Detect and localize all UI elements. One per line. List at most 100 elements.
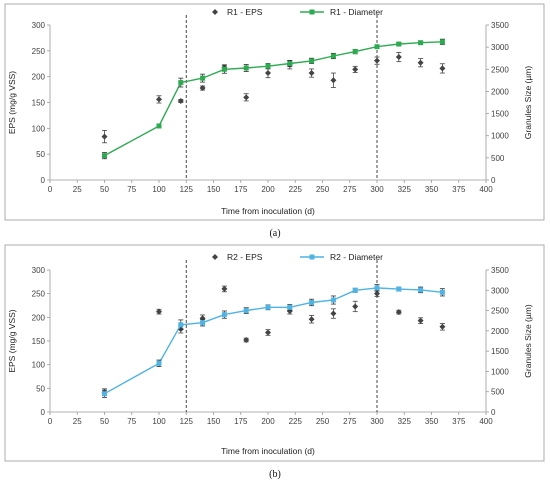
data-point: [439, 289, 445, 295]
y-tick-label: 250: [32, 47, 46, 56]
x-tick-label: 275: [343, 417, 357, 426]
x-tick-label: 375: [452, 417, 466, 426]
panel-frame: [4, 3, 545, 221]
y-tick-label: 50: [36, 384, 45, 393]
data-point: [418, 287, 424, 293]
y-tick-label: 0: [41, 176, 46, 185]
data-point: [243, 65, 249, 71]
x-tick-label: 225: [289, 417, 303, 426]
data-point: [102, 391, 107, 397]
data-point: [156, 308, 162, 315]
x-tick-label: 400: [479, 185, 493, 194]
x-axis-label: Time from inoculation (d): [221, 206, 315, 216]
data-point: [396, 286, 402, 292]
y2-tick-label: 500: [491, 388, 505, 397]
y-tick-label: 100: [32, 361, 46, 370]
x-tick-label: 350: [425, 185, 439, 194]
y2-axis-label: Granules Size (µm): [523, 66, 533, 140]
y2-tick-label: 0: [491, 176, 496, 185]
legend: R2 - EPS R2 - Diameter: [212, 252, 383, 262]
x-tick-label: 25: [73, 417, 82, 426]
y2-tick-label: 2000: [491, 87, 509, 96]
x-tick-label: 175: [234, 417, 248, 426]
x-tick-label: 100: [152, 185, 166, 194]
legend-marker-diameter: [309, 9, 315, 15]
x-tick-label: 75: [127, 417, 136, 426]
x-axis-label: Time from inoculation (d): [221, 446, 315, 456]
x-tick-label: 50: [100, 417, 109, 426]
y2-tick-label: 1000: [491, 132, 509, 141]
x-tick-label: 400: [479, 417, 493, 426]
data-point: [102, 153, 107, 159]
data-point: [156, 360, 162, 366]
y-axis-label: EPS (mg/g VSS): [7, 309, 17, 372]
x-tick-label: 325: [398, 417, 412, 426]
x-tick-label: 150: [207, 417, 221, 426]
y-tick-label: 150: [32, 99, 46, 108]
data-point: [287, 61, 293, 67]
y-tick-label: 50: [36, 150, 45, 159]
data-point: [265, 329, 271, 336]
data-point: [439, 65, 446, 72]
y2-tick-label: 2500: [491, 65, 509, 74]
series-line: [104, 287, 443, 395]
panel-caption: (a): [269, 228, 280, 239]
y2-tick-label: 3000: [491, 286, 509, 295]
x-tick-label: 100: [152, 417, 166, 426]
x-tick-label: 300: [370, 185, 384, 194]
series-r1-diameter: [102, 38, 445, 160]
series-r2-eps: [101, 285, 446, 396]
x-tick-label: 350: [425, 417, 439, 426]
data-point: [374, 57, 380, 64]
y-tick-label: 250: [32, 290, 46, 299]
data-point: [374, 290, 380, 297]
data-point: [265, 304, 271, 310]
data-point: [330, 77, 337, 84]
x-tick-label: 225: [289, 185, 303, 194]
series-r2-diameter: [102, 284, 445, 398]
y-tick-label: 300: [32, 266, 46, 275]
data-point: [396, 41, 402, 47]
x-tick-label: 150: [207, 185, 221, 194]
y2-tick-label: 2000: [491, 327, 509, 336]
y2-tick-label: 0: [491, 408, 496, 417]
legend-label: R2 - Diameter: [330, 252, 383, 262]
data-point: [265, 63, 271, 69]
x-tick-label: 25: [73, 185, 82, 194]
data-point: [243, 337, 250, 344]
data-point: [352, 49, 358, 55]
x-tick-label: 0: [48, 417, 53, 426]
y-axis-label: EPS (mg/g VSS): [7, 71, 17, 134]
x-tick-label: 375: [452, 185, 466, 194]
data-point: [156, 96, 162, 103]
data-point: [200, 75, 206, 81]
data-point: [395, 54, 402, 61]
data-point: [309, 58, 315, 64]
x-tick-label: 300: [370, 417, 384, 426]
legend-marker-eps: [212, 9, 218, 15]
legend-label: R1 - Diameter: [330, 7, 383, 17]
data-point: [439, 39, 445, 45]
data-point: [199, 85, 206, 92]
data-point: [352, 66, 359, 73]
y2-tick-label: 3500: [491, 266, 509, 275]
data-point: [352, 303, 359, 310]
y2-tick-label: 1000: [491, 367, 509, 376]
data-point: [374, 44, 380, 50]
data-point: [101, 133, 108, 140]
y-tick-label: 300: [32, 21, 46, 30]
legend-marker-eps: [212, 254, 218, 260]
panel-frame: [4, 244, 545, 462]
data-point: [308, 316, 315, 323]
legend-label: R2 - EPS: [227, 252, 263, 262]
y-tick-label: 150: [32, 337, 46, 346]
data-point: [243, 308, 249, 314]
data-point: [308, 70, 315, 77]
data-point: [221, 285, 228, 292]
data-point: [287, 304, 293, 310]
legend-label: R1 - EPS: [227, 7, 263, 17]
data-point: [309, 299, 315, 305]
data-point: [178, 322, 184, 328]
